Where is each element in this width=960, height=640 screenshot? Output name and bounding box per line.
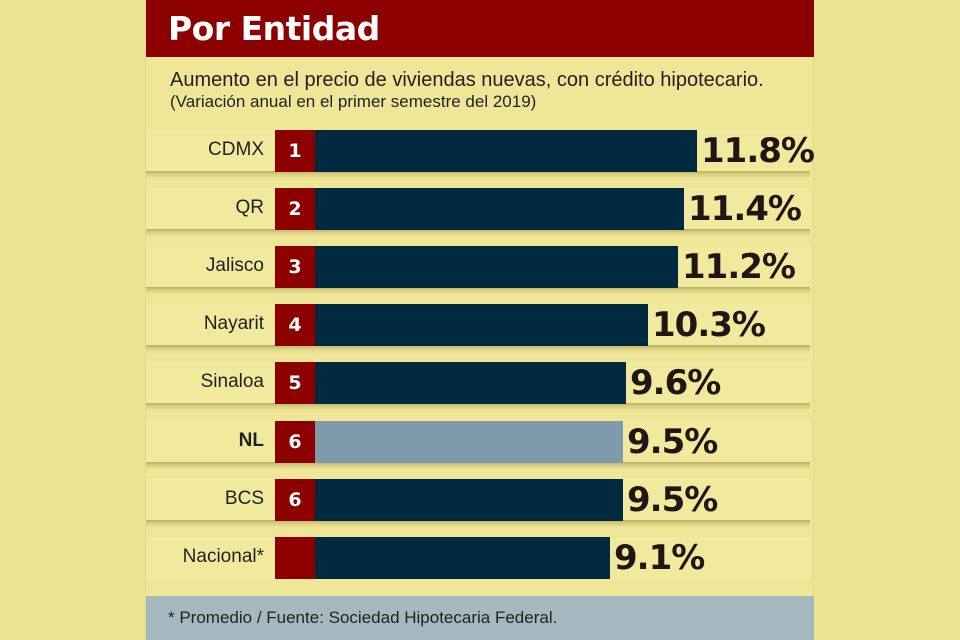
rank-badge: 2 xyxy=(275,188,315,230)
subtitle-main: Aumento en el precio de viviendas nuevas… xyxy=(170,69,764,91)
footer-text: * Promedio / Fuente: Sociedad Hipotecari… xyxy=(168,608,558,627)
bar-row: NL 6 9.5% xyxy=(146,421,810,470)
bar xyxy=(315,362,626,404)
rank-badge: 4 xyxy=(275,304,315,346)
rank-badge: 1 xyxy=(275,130,315,172)
category-label: QR xyxy=(235,197,265,218)
value-label: 9.5% xyxy=(627,480,718,520)
row-shadow xyxy=(146,171,810,179)
bar xyxy=(315,130,697,172)
value-label: 11.8% xyxy=(701,131,815,171)
bar xyxy=(315,479,623,521)
footer-source: * Promedio / Fuente: Sociedad Hipotecari… xyxy=(146,596,814,640)
row-shadow xyxy=(146,520,810,528)
row-shadow xyxy=(146,403,810,411)
bar-row: Sinaloa 5 9.6% xyxy=(146,362,810,411)
rank-badge: 5 xyxy=(275,362,315,404)
bar-row: Nayarit 4 10.3% xyxy=(146,304,810,353)
bar-row: BCS 6 9.5% xyxy=(146,479,810,528)
value-label: 11.2% xyxy=(682,247,796,287)
bar xyxy=(315,304,648,346)
category-label: Sinaloa xyxy=(200,371,264,392)
bar xyxy=(315,188,684,230)
category-label: NL xyxy=(238,430,264,451)
row-shadow xyxy=(146,345,810,353)
bar xyxy=(315,537,610,579)
bar-row: Jalisco 3 11.2% xyxy=(146,246,810,295)
chart-subtitle: Aumento en el precio de viviendas nuevas… xyxy=(170,70,810,112)
subtitle-note: (Variación anual en el primer semestre d… xyxy=(170,92,537,111)
rank-badge: 6 xyxy=(275,479,315,521)
value-label: 10.3% xyxy=(652,305,766,345)
value-label: 9.1% xyxy=(614,538,705,578)
bar-row: QR 2 11.4% xyxy=(146,188,810,237)
bar xyxy=(315,421,623,463)
row-shadow xyxy=(146,462,810,470)
category-label: Nacional* xyxy=(182,546,264,567)
row-shadow xyxy=(146,287,810,295)
bar xyxy=(315,246,678,288)
category-label: Jalisco xyxy=(205,255,264,276)
value-label: 11.4% xyxy=(688,189,802,229)
value-label: 9.6% xyxy=(630,363,721,403)
row-shadow xyxy=(146,229,810,237)
rank-badge: 6 xyxy=(275,421,315,463)
rank-badge xyxy=(275,537,315,579)
category-label: Nayarit xyxy=(203,313,264,334)
category-label: BCS xyxy=(224,488,264,509)
chart-title: Por Entidad xyxy=(168,9,380,48)
header-band: Por Entidad xyxy=(146,0,814,57)
infographic-panel: Por Entidad Aumento en el precio de vivi… xyxy=(145,0,815,640)
bar-row: Nacional* 9.1% xyxy=(146,537,810,581)
rank-badge: 3 xyxy=(275,246,315,288)
category-label: CDMX xyxy=(208,139,264,160)
value-label: 9.5% xyxy=(627,422,718,462)
bar-row: CDMX 1 11.8% xyxy=(146,130,815,179)
